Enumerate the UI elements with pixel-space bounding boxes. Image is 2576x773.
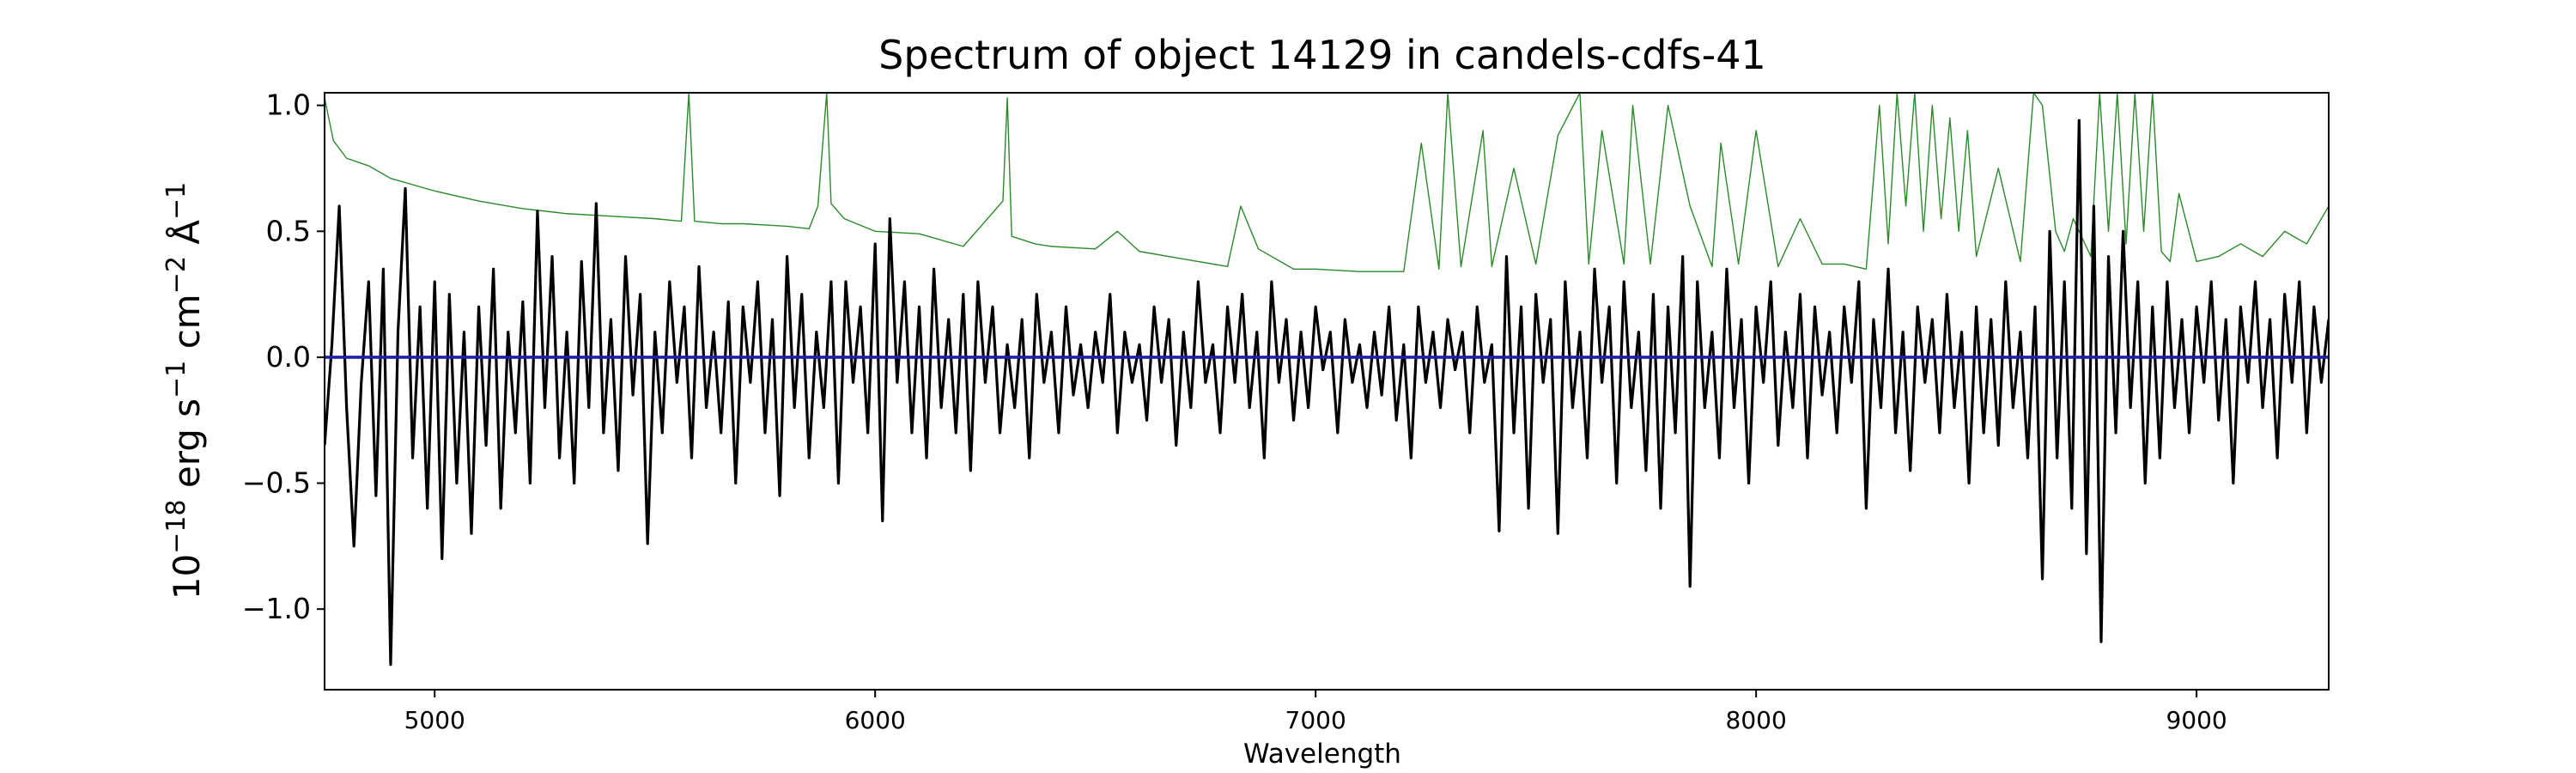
y-tick-label: −1.0 bbox=[242, 592, 311, 625]
x-axis-label: Wavelength bbox=[1243, 739, 1401, 770]
x-tick-label: 9000 bbox=[2166, 706, 2227, 734]
y-axis-label-part: erg s bbox=[166, 399, 208, 500]
error-series-line bbox=[325, 93, 2329, 272]
y-axis-label-exponent: −1 bbox=[161, 361, 191, 399]
y-axis: 1.0 0.5 0.0 −0.5 −1.0 bbox=[242, 88, 325, 625]
x-axis: 5000 6000 7000 8000 9000 bbox=[404, 690, 2227, 734]
series-layer bbox=[325, 93, 2329, 666]
y-tick-label: 0.5 bbox=[266, 214, 311, 247]
y-tick-label: 1.0 bbox=[266, 88, 311, 122]
plot-frame bbox=[324, 92, 2330, 691]
y-axis-label-part: 10 bbox=[166, 554, 208, 600]
x-tick-label: 5000 bbox=[404, 706, 465, 734]
x-tick-label: 6000 bbox=[845, 706, 906, 734]
y-axis-label-exponent: −2 bbox=[161, 256, 191, 294]
y-axis-label: 10−18 erg s−1 cm−2 Å−1 bbox=[161, 182, 209, 600]
y-axis-label-part: Å bbox=[165, 220, 208, 256]
y-tick-label: −0.5 bbox=[242, 466, 311, 500]
y-axis-label-exponent: −1 bbox=[161, 182, 191, 220]
flux-series-line bbox=[325, 119, 2329, 666]
x-tick-label: 8000 bbox=[1726, 706, 1787, 734]
x-tick-label: 7000 bbox=[1285, 706, 1346, 734]
y-axis-label-exponent: −18 bbox=[161, 500, 191, 554]
chart-title: Spectrum of object 14129 in candels-cdfs… bbox=[878, 32, 1766, 78]
y-tick-label: 0.0 bbox=[266, 340, 311, 374]
y-axis-label-part: cm bbox=[166, 294, 208, 360]
